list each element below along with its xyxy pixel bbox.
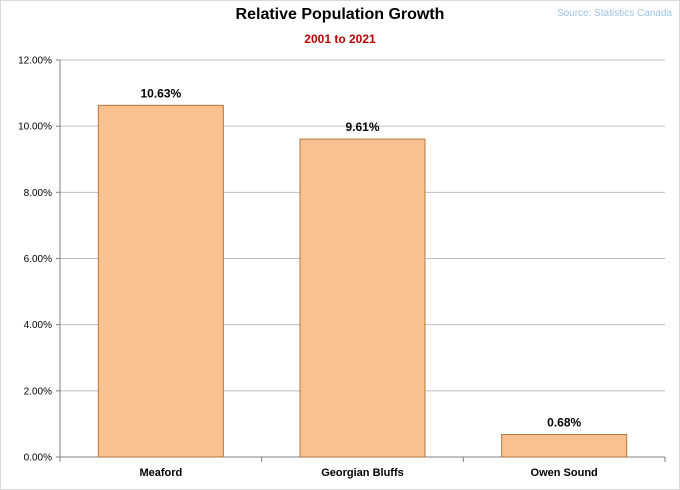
chart-title: Relative Population Growth bbox=[235, 6, 445, 23]
data-label: 0.68% bbox=[547, 416, 581, 430]
bar-1 bbox=[97, 104, 224, 458]
y-tick-label: 8.00% bbox=[24, 188, 52, 199]
data-label: 9.61% bbox=[345, 120, 379, 134]
y-tick-label: 0.00% bbox=[24, 453, 52, 464]
y-tick-label: 12.00% bbox=[18, 56, 52, 67]
data-label: 10.63% bbox=[140, 86, 181, 100]
y-tick-label: 6.00% bbox=[24, 254, 52, 265]
category-label: Owen Sound bbox=[531, 467, 598, 479]
chart-subtitle: 2001 to 2021 bbox=[304, 32, 376, 46]
y-tick-label: 2.00% bbox=[24, 386, 52, 397]
y-tick-label: 4.00% bbox=[24, 320, 52, 331]
source-note: Source: Statistics Canada bbox=[556, 8, 672, 19]
bar-3 bbox=[501, 434, 628, 458]
category-label: Georgian Bluffs bbox=[321, 467, 404, 479]
y-tick-label: 10.00% bbox=[18, 122, 52, 133]
bar-2 bbox=[299, 138, 426, 458]
category-label: Meaford bbox=[139, 467, 182, 479]
